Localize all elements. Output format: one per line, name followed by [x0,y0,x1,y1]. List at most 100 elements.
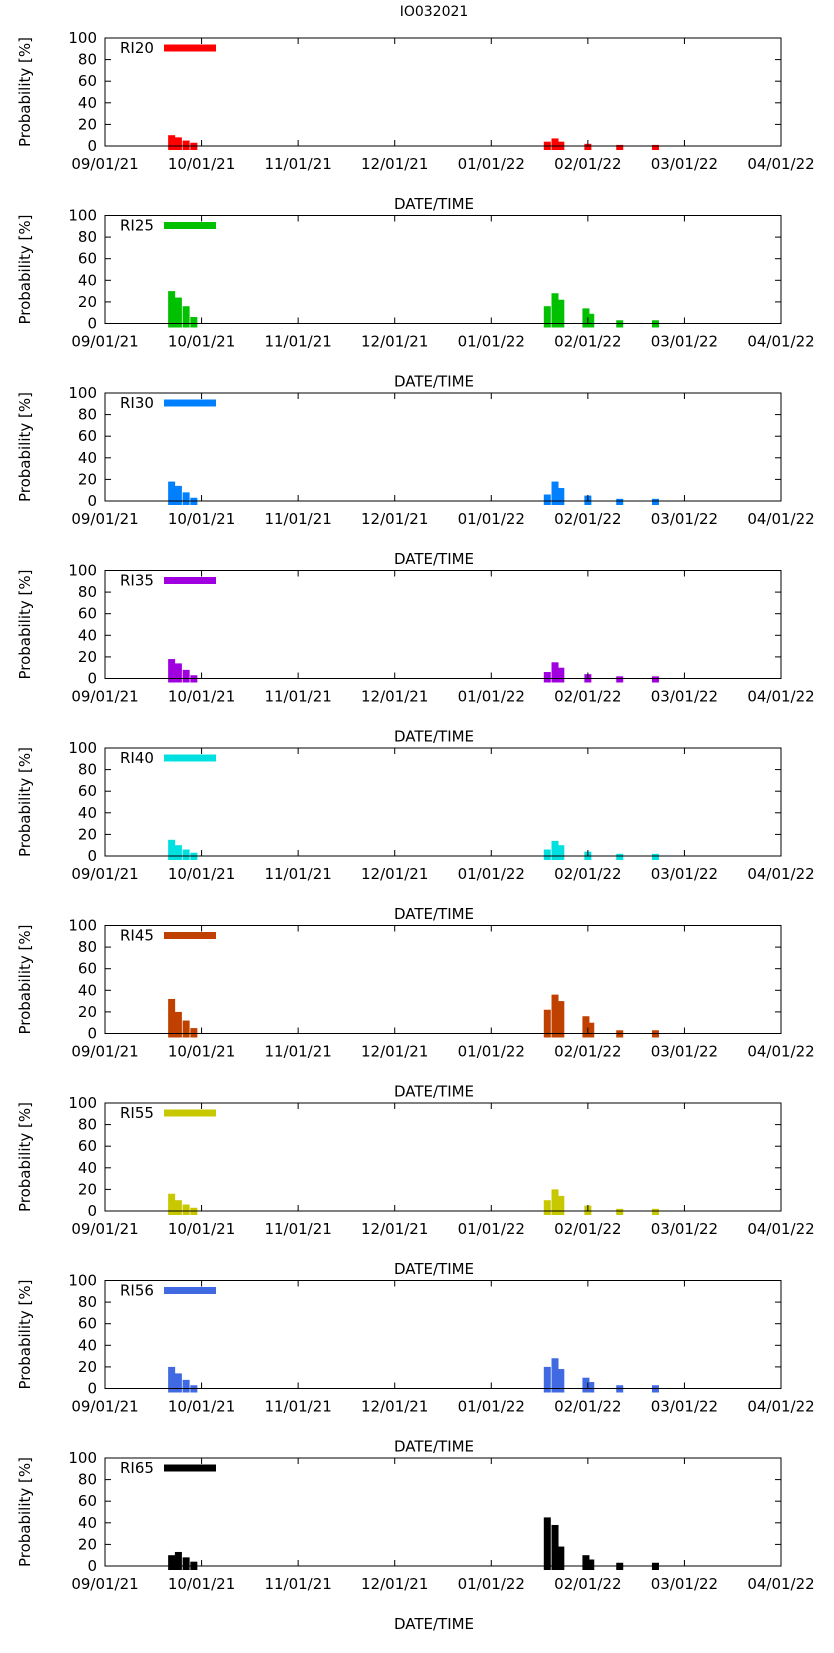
data-bar [168,291,176,328]
y-tick-label: 80 [78,406,97,424]
x-tick-label: 01/01/22 [458,155,525,173]
y-tick-label: 80 [78,938,97,956]
data-bar [174,663,182,683]
x-tick-label: 09/01/21 [71,1398,138,1416]
legend-label: RI65 [120,1459,154,1477]
x-tick-label: 09/01/21 [71,688,138,706]
y-tick-label: 60 [78,72,97,90]
y-tick-label: 60 [78,1315,97,1333]
data-bar [174,1551,182,1570]
data-bar [543,1366,551,1393]
x-tick-label: 09/01/21 [71,1220,138,1238]
data-bar [182,849,190,860]
data-bar [587,1022,595,1038]
data-bar [551,1524,559,1570]
y-tick-label: 0 [87,137,97,155]
y-tick-label: 60 [78,427,97,445]
x-tick-label: 10/01/21 [168,155,235,173]
data-bar [584,143,592,150]
x-tick-label: 03/01/22 [651,510,718,528]
data-bar [616,1208,624,1215]
x-tick-label: 01/01/22 [458,333,525,351]
data-bar [551,481,559,505]
data-bar [182,1379,190,1393]
x-tick-label: 12/01/21 [361,865,428,883]
x-axis-label: DATE/TIME [394,1615,474,1633]
plot-frame [104,392,782,502]
figure-title: IO032021 [400,4,469,20]
x-tick-label: 02/01/22 [554,333,621,351]
data-bar [551,662,559,683]
x-tick-label: 02/01/22 [554,1220,621,1238]
data-bar [557,1546,565,1570]
y-tick-label: 60 [78,250,97,268]
y-axis-label: Probability [%] [16,924,34,1034]
y-tick-label: 100 [68,1272,97,1290]
x-axis-label: DATE/TIME [394,373,474,391]
data-bar [582,1377,590,1393]
data-bar [182,492,190,505]
data-bar [543,1200,551,1215]
x-tick-label: 12/01/21 [361,333,428,351]
x-tick-label: 10/01/21 [168,1575,235,1593]
x-tick-label: 01/01/22 [458,1220,525,1238]
plot-frame [104,1102,782,1212]
data-bar [651,676,659,683]
legend-label: RI56 [120,1282,154,1300]
y-tick-label: 80 [78,583,97,601]
x-tick-label: 09/01/21 [71,865,138,883]
data-bar [543,494,551,505]
x-axis-label: DATE/TIME [394,195,474,213]
x-tick-label: 04/01/22 [747,1043,814,1061]
x-tick-label: 04/01/22 [747,155,814,173]
x-tick-label: 03/01/22 [651,1220,718,1238]
x-tick-label: 11/01/21 [264,333,331,351]
x-tick-label: 03/01/22 [651,688,718,706]
y-tick-label: 80 [78,228,97,246]
y-tick-label: 40 [78,804,97,822]
x-tick-label: 11/01/21 [264,1220,331,1238]
plot-frame [104,1280,782,1389]
data-bar [557,488,565,505]
data-bar [168,659,176,683]
data-bar [551,840,559,860]
y-tick-label: 20 [78,825,97,843]
x-axis-label: DATE/TIME [394,1438,474,1456]
y-axis-label: Probability [%] [16,214,34,324]
data-bar [168,1555,176,1570]
x-tick-label: 03/01/22 [651,155,718,173]
data-bar [182,1204,190,1215]
chart-panel-ri55: 0 20 40 60 80 100 09/01/21 10/01/21 11/01/21 12/0… [16,1094,815,1278]
data-bar [543,672,551,683]
y-tick-label: 100 [68,1449,97,1467]
y-tick-label: 0 [87,847,97,865]
legend-label: RI40 [120,749,154,767]
chart-panel-ri35: 0 20 40 60 80 100 09/01/21 10/01/21 11/01/21 12/0… [16,562,815,746]
data-bar [582,1555,590,1570]
legend-label: RI45 [120,927,154,945]
y-tick-label: 0 [87,492,97,510]
y-tick-label: 100 [68,1094,97,1112]
data-bar [182,140,190,150]
data-bar [651,853,659,860]
data-bar [190,317,198,328]
y-tick-label: 40 [78,449,97,467]
legend-label: RI30 [120,394,154,412]
data-bar [168,839,176,860]
y-axis-label: Probability [%] [16,747,34,857]
data-bar [651,1208,659,1215]
y-tick-label: 60 [78,605,97,623]
x-tick-label: 12/01/21 [361,1575,428,1593]
x-tick-label: 01/01/22 [458,1398,525,1416]
x-tick-label: 04/01/22 [747,865,814,883]
data-bar [543,1517,551,1570]
data-bar [587,1559,595,1570]
chart-panel-ri40: 0 20 40 60 80 100 09/01/21 10/01/21 11/01/21 12/0… [16,739,815,923]
data-bar [551,994,559,1038]
data-bar [587,313,595,328]
data-bar [557,845,565,860]
x-tick-label: 03/01/22 [651,1398,718,1416]
y-tick-label: 40 [78,626,97,644]
y-tick-label: 100 [68,562,97,580]
